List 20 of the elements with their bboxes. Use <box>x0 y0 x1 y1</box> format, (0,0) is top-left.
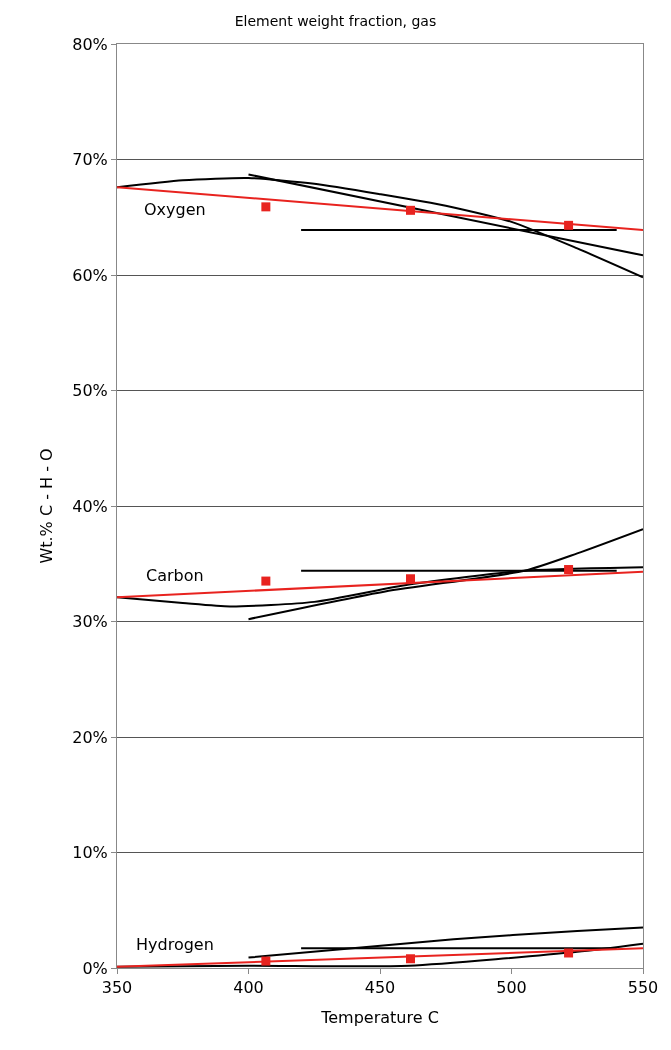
y-tick-label: 10% <box>72 843 108 863</box>
y-tick-label: 80% <box>72 34 108 54</box>
y-tick-label: 50% <box>72 381 108 401</box>
y-axis-title: Wt.% C - H - O <box>37 448 57 564</box>
x-axis-title: Temperature C <box>320 1007 439 1027</box>
x-tick-label: 450 <box>364 978 396 998</box>
y-tick-label: 30% <box>72 612 108 632</box>
chart-title: Element weight fraction, gas <box>234 12 437 29</box>
x-tick-label: 400 <box>233 978 264 998</box>
y-tick-label: 40% <box>72 496 108 516</box>
y-tick-label: 20% <box>72 727 108 747</box>
x-tick-label: 500 <box>496 978 527 998</box>
x-tick-label: 550 <box>627 978 659 998</box>
series-label: Carbon <box>146 566 204 585</box>
y-tick-label: 70% <box>72 150 108 170</box>
x-tick-label: 350 <box>101 978 133 998</box>
y-tick-label: 60% <box>72 265 108 285</box>
series-label: Hydrogen <box>136 935 214 954</box>
y-tick-label: 0% <box>82 958 108 978</box>
series-label: Oxygen <box>144 200 206 219</box>
